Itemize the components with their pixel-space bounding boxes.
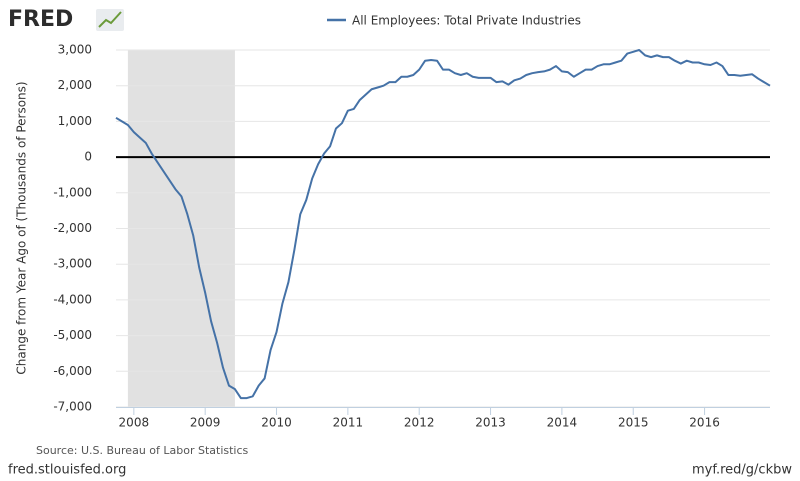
x-tick-label: 2011 — [333, 416, 364, 430]
y-tick-label: 2,000 — [58, 78, 92, 92]
y-tick-label: 0 — [84, 150, 92, 164]
x-tick-label: 2012 — [404, 416, 435, 430]
x-tick-label: 2016 — [689, 416, 720, 430]
y-tick-label: -3,000 — [53, 257, 92, 271]
x-tick-label: 2014 — [547, 416, 578, 430]
logo-line — [98, 11, 122, 28]
source: Source: U.S. Bureau of Labor Statistics — [36, 444, 249, 457]
logo: FRED — [8, 7, 124, 32]
short-link: myf.red/g/ckbw — [692, 463, 792, 478]
site: fred.stlouisfed.org — [8, 463, 126, 478]
y-tick-label: 3,000 — [58, 43, 92, 57]
logo-icon — [96, 9, 124, 31]
series-line — [115, 49, 771, 400]
legend: All Employees: Total Private Industries — [327, 14, 581, 28]
y-tick-label: -1,000 — [53, 185, 92, 199]
plot-area: -7,000 -6,000 -5,000 -4,000 -3,000 -2,000 -1,0… — [53, 43, 771, 430]
x-tick-label: 2015 — [618, 416, 649, 430]
x-tick-label: 2010 — [261, 416, 292, 430]
x-tick-label: 2013 — [475, 416, 506, 430]
x-tick-label: 2009 — [190, 416, 221, 430]
y-tick-label: -5,000 — [53, 328, 92, 342]
y-tick-label: 1,000 — [58, 114, 92, 128]
x-tick-label: 2008 — [119, 416, 150, 430]
y-tick-label: -4,000 — [53, 292, 92, 306]
legend-label: All Employees: Total Private Industries — [352, 14, 581, 28]
y-tick-label: -7,000 — [53, 400, 92, 414]
y-axis-label: Change from Year Ago of (Thousands of Pe… — [15, 81, 29, 374]
y-tick-label: -2,000 — [53, 221, 92, 235]
y-tick-label: -6,000 — [53, 364, 92, 378]
brand: FRED — [8, 7, 73, 32]
